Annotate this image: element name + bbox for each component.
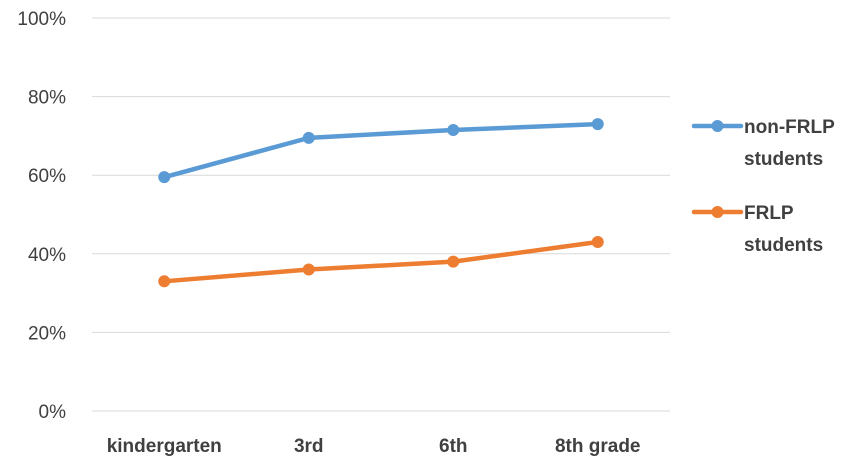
legend: non-FRLP students FRLP students <box>691 117 835 256</box>
y-tick-label: 40% <box>28 245 66 266</box>
data-point <box>591 118 604 131</box>
data-point <box>447 124 460 137</box>
x-tick-label: 8th grade <box>555 436 641 457</box>
legend-label: non-FRLP students <box>744 117 835 170</box>
series-lines <box>158 118 604 288</box>
data-point <box>447 255 460 268</box>
x-axis: kindergarten 3rd 6th 8th grade <box>107 436 641 457</box>
y-axis: 0% 20% 40% 60% 80% 100% <box>17 9 66 423</box>
y-tick-label: 60% <box>28 166 66 187</box>
legend-label: FRLP students <box>744 203 823 256</box>
data-point <box>302 131 315 144</box>
data-point <box>591 236 604 249</box>
legend-swatch-marker <box>711 206 724 218</box>
legend-swatch-marker <box>711 120 724 132</box>
x-tick-label: 3rd <box>294 436 324 457</box>
data-point <box>302 263 315 276</box>
series-line-0 <box>162 121 600 180</box>
gridlines <box>92 17 670 412</box>
y-tick-label: 20% <box>28 323 66 344</box>
series-line-1 <box>162 239 600 284</box>
x-tick-label: kindergarten <box>107 436 222 457</box>
data-point <box>158 275 171 288</box>
y-tick-label: 0% <box>39 402 67 423</box>
data-point <box>158 171 171 184</box>
y-tick-label: 100% <box>17 9 66 30</box>
y-tick-label: 80% <box>28 88 66 109</box>
x-tick-label: 6th <box>439 436 468 457</box>
